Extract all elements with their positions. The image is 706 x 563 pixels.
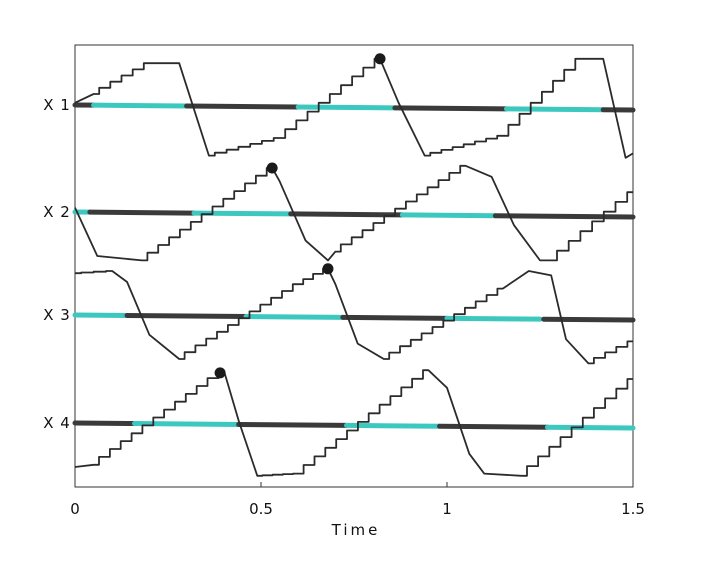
baseline-segment bbox=[541, 316, 636, 323]
channel-label: X 4 bbox=[43, 414, 71, 432]
peak-marker bbox=[266, 162, 278, 174]
channels-group: X 1 X 2 X 3 X 4 bbox=[43, 53, 636, 477]
baseline-segment bbox=[91, 102, 190, 109]
baseline-segment bbox=[492, 213, 636, 220]
x-tick-label: 1 bbox=[442, 500, 452, 518]
baseline-segment bbox=[191, 210, 294, 217]
x-tick-label: 0.5 bbox=[249, 500, 273, 518]
baseline-segment bbox=[437, 423, 550, 430]
baseline-segment bbox=[288, 211, 405, 218]
peak-marker bbox=[214, 367, 226, 379]
baseline-segment bbox=[72, 420, 138, 427]
x-tick-label: 0 bbox=[70, 500, 80, 518]
baseline-segment bbox=[243, 314, 346, 320]
baseline-segment bbox=[344, 422, 443, 429]
baseline-segment bbox=[392, 105, 510, 112]
channel-3: X 3 bbox=[43, 263, 636, 365]
baseline-segment bbox=[544, 424, 636, 431]
baseline-segment bbox=[444, 315, 543, 322]
baseline-segment bbox=[399, 212, 498, 219]
x-axis: 0 0.5 1 1.5 bbox=[70, 482, 645, 518]
x-axis-title: Time bbox=[331, 521, 381, 539]
baseline-segment bbox=[504, 106, 606, 113]
channel-2: X 2 bbox=[43, 162, 636, 262]
x-tick-label: 1.5 bbox=[621, 500, 645, 518]
peak-marker bbox=[374, 53, 386, 65]
baseline-segment bbox=[124, 312, 249, 320]
baseline-segment bbox=[132, 421, 242, 427]
channel-1: X 1 bbox=[43, 53, 636, 159]
channel-label: X 3 bbox=[43, 306, 71, 324]
baseline-segment bbox=[184, 103, 301, 110]
channel-4: X 4 bbox=[43, 367, 636, 477]
baseline-segment bbox=[236, 421, 350, 428]
baseline-segment bbox=[87, 209, 197, 216]
waveform-trace bbox=[74, 57, 634, 159]
waveform-trace bbox=[74, 164, 633, 262]
baseline-segment bbox=[295, 104, 398, 111]
channel-label: X 1 bbox=[43, 96, 71, 114]
waveform-trace bbox=[74, 369, 633, 477]
peak-marker bbox=[322, 263, 334, 275]
baseline-segment bbox=[340, 314, 450, 321]
channel-label: X 2 bbox=[43, 203, 71, 221]
plot-frame bbox=[74, 44, 634, 488]
